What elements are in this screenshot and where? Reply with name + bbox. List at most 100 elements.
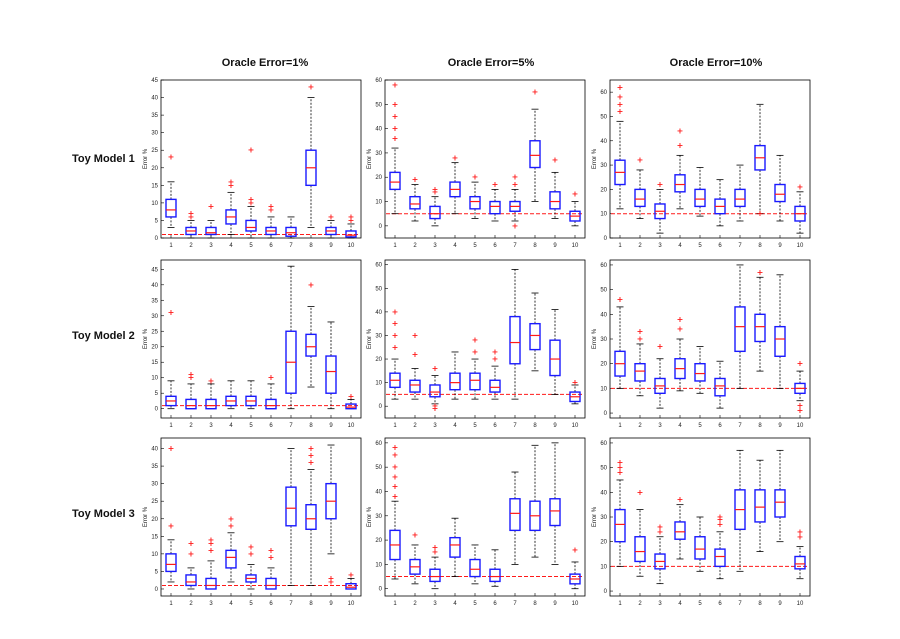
outlier-marker: + bbox=[572, 545, 579, 554]
box-6 bbox=[489, 549, 501, 587]
iqr-box bbox=[674, 174, 686, 193]
x-tick-label: 8 bbox=[309, 601, 313, 607]
y-tick-label: 50 bbox=[375, 465, 382, 471]
box-9 bbox=[549, 309, 561, 395]
x-tick-label: 10 bbox=[348, 243, 355, 249]
y-tick-label: 10 bbox=[151, 201, 158, 207]
outlier-marker: + bbox=[432, 404, 439, 413]
box-7: +++ bbox=[509, 173, 521, 230]
outlier-marker: + bbox=[452, 153, 459, 162]
box-9 bbox=[774, 154, 786, 222]
outlier-marker: + bbox=[348, 570, 355, 579]
iqr-box bbox=[774, 489, 786, 518]
outlier-marker: + bbox=[208, 376, 215, 385]
iqr-box bbox=[429, 384, 441, 398]
outlier-marker: + bbox=[248, 549, 255, 558]
y-tick-label: 20 bbox=[600, 362, 607, 368]
iqr-box bbox=[694, 536, 706, 560]
y-tick-label: 10 bbox=[151, 376, 158, 382]
iqr-box bbox=[469, 372, 481, 391]
y-tick-label: 20 bbox=[151, 517, 158, 523]
outlier-marker: + bbox=[432, 543, 439, 552]
outlier-marker: + bbox=[228, 181, 235, 190]
box-8 bbox=[529, 292, 541, 372]
box-3: +++ bbox=[429, 364, 441, 413]
x-tick-label: 10 bbox=[797, 243, 804, 249]
iqr-box bbox=[614, 508, 626, 543]
x-tick-label: 3 bbox=[658, 243, 662, 249]
box-9 bbox=[774, 449, 786, 543]
y-tick-label: 30 bbox=[151, 482, 158, 488]
iqr-box bbox=[694, 362, 706, 382]
row-label-3: Toy Model 3 bbox=[72, 508, 135, 520]
x-tick-label: 6 bbox=[493, 243, 497, 249]
iqr-box bbox=[185, 574, 197, 587]
y-tick-label: 40 bbox=[600, 490, 607, 496]
x-tick-label: 9 bbox=[329, 423, 333, 429]
y-tick-label: 5 bbox=[155, 569, 159, 575]
iqr-box bbox=[469, 558, 481, 578]
box-6 bbox=[714, 360, 726, 409]
box-8: + bbox=[305, 280, 317, 388]
x-tick-label: 8 bbox=[758, 601, 762, 607]
iqr-box bbox=[754, 313, 766, 343]
iqr-box bbox=[634, 362, 646, 382]
outlier-marker: + bbox=[617, 458, 624, 467]
x-tick-label: 1 bbox=[393, 601, 397, 607]
plot-frame bbox=[609, 79, 811, 239]
outlier-marker: + bbox=[412, 175, 419, 184]
x-tick-label: 10 bbox=[348, 423, 355, 429]
box-4: ++ bbox=[225, 177, 237, 235]
box-3: + bbox=[654, 342, 666, 409]
y-tick-label: 35 bbox=[151, 464, 158, 470]
iqr-box bbox=[205, 398, 217, 410]
x-tick-label: 4 bbox=[229, 243, 233, 249]
y-tick-label: 45 bbox=[151, 78, 158, 84]
y-tick-label: 30 bbox=[600, 163, 607, 169]
outlier-marker: + bbox=[412, 331, 419, 340]
iqr-box bbox=[489, 200, 501, 215]
box-5: +++ bbox=[245, 146, 257, 239]
x-tick-label: 10 bbox=[797, 423, 804, 429]
x-tick-label: 9 bbox=[553, 423, 557, 429]
box-8: + bbox=[754, 268, 766, 372]
iqr-box bbox=[429, 568, 441, 583]
iqr-box bbox=[694, 188, 706, 208]
x-tick-label: 8 bbox=[533, 243, 537, 249]
x-tick-label: 6 bbox=[269, 243, 273, 249]
y-axis-label: Error % bbox=[143, 506, 149, 527]
y-tick-label: 10 bbox=[600, 564, 607, 570]
outlier-marker: + bbox=[472, 347, 479, 356]
plot-frame bbox=[384, 79, 586, 239]
box-6: + bbox=[265, 373, 277, 410]
box-2: ++ bbox=[409, 331, 421, 400]
outlier-marker: + bbox=[208, 539, 215, 548]
y-tick-label: 40 bbox=[600, 312, 607, 318]
y-axis-label: Error % bbox=[367, 148, 373, 169]
box-7 bbox=[285, 448, 297, 586]
x-tick-label: 8 bbox=[533, 423, 537, 429]
y-tick-label: 10 bbox=[151, 552, 158, 558]
outlier-marker: + bbox=[392, 443, 399, 452]
box-1: ++++++ bbox=[389, 443, 401, 580]
y-tick-label: 10 bbox=[600, 386, 607, 392]
box-7 bbox=[285, 216, 297, 239]
x-tick-label: 4 bbox=[453, 601, 457, 607]
y-tick-label: 20 bbox=[375, 538, 382, 544]
outlier-marker: + bbox=[188, 212, 195, 221]
y-tick-label: 40 bbox=[375, 310, 382, 316]
outlier-marker: + bbox=[797, 359, 804, 368]
iqr-box bbox=[674, 521, 686, 540]
iqr-box bbox=[734, 188, 746, 208]
outlier-marker: + bbox=[617, 100, 624, 109]
x-tick-label: 4 bbox=[678, 423, 682, 429]
y-tick-label: 50 bbox=[375, 286, 382, 292]
box-2: + bbox=[409, 531, 421, 585]
iqr-box bbox=[794, 555, 806, 570]
iqr-box bbox=[345, 403, 357, 410]
outlier-marker: + bbox=[552, 156, 559, 165]
outlier-marker: + bbox=[492, 347, 499, 356]
